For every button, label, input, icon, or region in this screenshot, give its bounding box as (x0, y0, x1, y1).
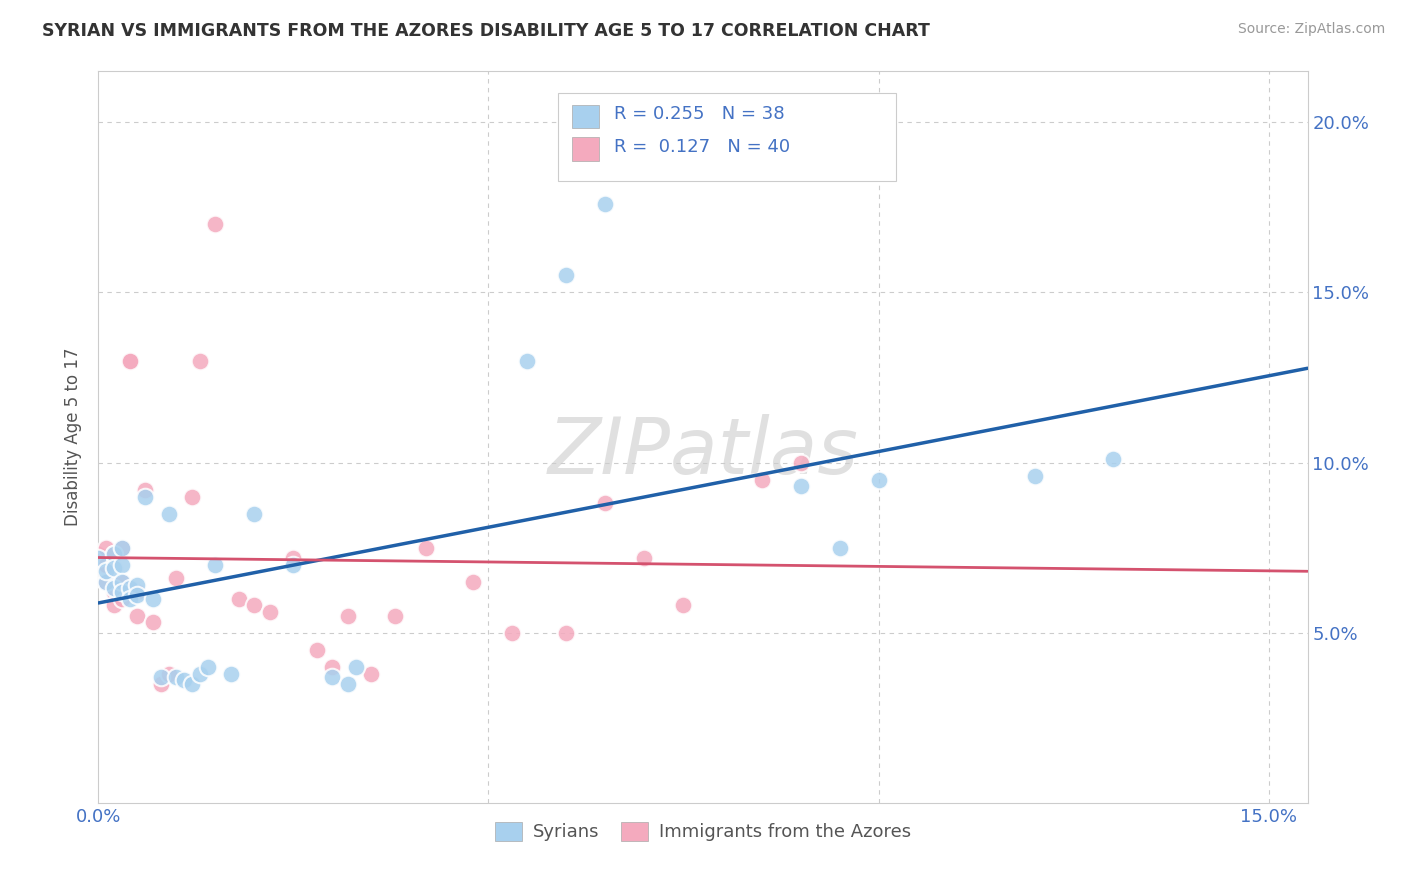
Point (321, 659, 343, 673)
Point (103, 561, 125, 575)
Point (828, 541, 851, 555)
Point (157, 666, 180, 681)
Point (103, 599, 125, 613)
Point (337, 608, 360, 623)
Point (118, 353, 141, 368)
Point (595, 496, 617, 510)
Point (165, 670, 187, 684)
Point (127, 578, 149, 592)
Point (142, 591, 165, 606)
Point (134, 483, 156, 497)
Point (87, 550, 110, 565)
Point (751, 473, 773, 487)
Point (384, 608, 406, 623)
Point (103, 585, 125, 599)
Point (111, 541, 134, 555)
Point (96, 574, 118, 589)
Y-axis label: Disability Age 5 to 17: Disability Age 5 to 17 (65, 348, 83, 526)
FancyBboxPatch shape (572, 137, 599, 161)
Point (96, 565, 118, 579)
Point (111, 591, 134, 606)
Point (595, 197, 617, 211)
Point (118, 591, 141, 606)
Point (111, 585, 134, 599)
Point (197, 659, 219, 673)
Point (134, 490, 156, 504)
Point (118, 582, 141, 596)
Point (118, 353, 141, 368)
Point (868, 473, 890, 487)
Point (149, 670, 172, 684)
Text: SYRIAN VS IMMIGRANTS FROM THE AZORES DISABILITY AGE 5 TO 17 CORRELATION CHART: SYRIAN VS IMMIGRANTS FROM THE AZORES DIS… (42, 22, 929, 40)
Text: Source: ZipAtlas.com: Source: ZipAtlas.com (1237, 22, 1385, 37)
Text: R = 0.255   N = 38: R = 0.255 N = 38 (613, 104, 785, 123)
Point (344, 659, 367, 673)
Point (111, 541, 134, 555)
Point (111, 574, 134, 589)
Point (111, 574, 134, 589)
Point (259, 605, 281, 619)
Point (228, 591, 250, 606)
Point (283, 558, 305, 572)
Point (501, 625, 523, 640)
Point (789, 479, 811, 493)
Point (103, 548, 125, 562)
Point (461, 574, 484, 589)
Point (87, 548, 110, 562)
Point (1101, 452, 1123, 467)
Point (96, 541, 118, 555)
Point (127, 588, 149, 602)
Point (165, 571, 187, 585)
Point (103, 548, 125, 562)
Point (204, 218, 226, 232)
Point (127, 608, 149, 623)
Point (96, 574, 118, 589)
FancyBboxPatch shape (572, 105, 599, 128)
Point (1024, 469, 1046, 483)
Point (204, 558, 226, 572)
Point (283, 550, 305, 565)
Point (127, 585, 149, 599)
Point (672, 599, 695, 613)
Point (173, 673, 195, 688)
Point (555, 625, 578, 640)
Point (555, 268, 578, 283)
Legend: Syrians, Immigrants from the Azores: Syrians, Immigrants from the Azores (488, 814, 918, 848)
Point (188, 666, 211, 681)
Point (96, 558, 118, 572)
Point (243, 507, 266, 521)
Point (321, 670, 343, 684)
Point (188, 353, 211, 368)
Text: R =  0.127   N = 40: R = 0.127 N = 40 (613, 137, 790, 156)
Point (181, 677, 204, 691)
Point (111, 558, 134, 572)
Text: ZIPatlas: ZIPatlas (547, 414, 859, 490)
Point (415, 541, 437, 555)
Point (181, 490, 204, 504)
Point (243, 599, 266, 613)
Point (789, 456, 811, 470)
Point (142, 615, 165, 630)
Point (157, 507, 180, 521)
Point (633, 550, 655, 565)
FancyBboxPatch shape (558, 94, 897, 181)
Point (337, 677, 360, 691)
Point (360, 666, 382, 681)
Point (219, 666, 242, 681)
Point (305, 642, 328, 657)
Point (516, 353, 538, 368)
Point (103, 582, 125, 596)
Point (149, 677, 172, 691)
